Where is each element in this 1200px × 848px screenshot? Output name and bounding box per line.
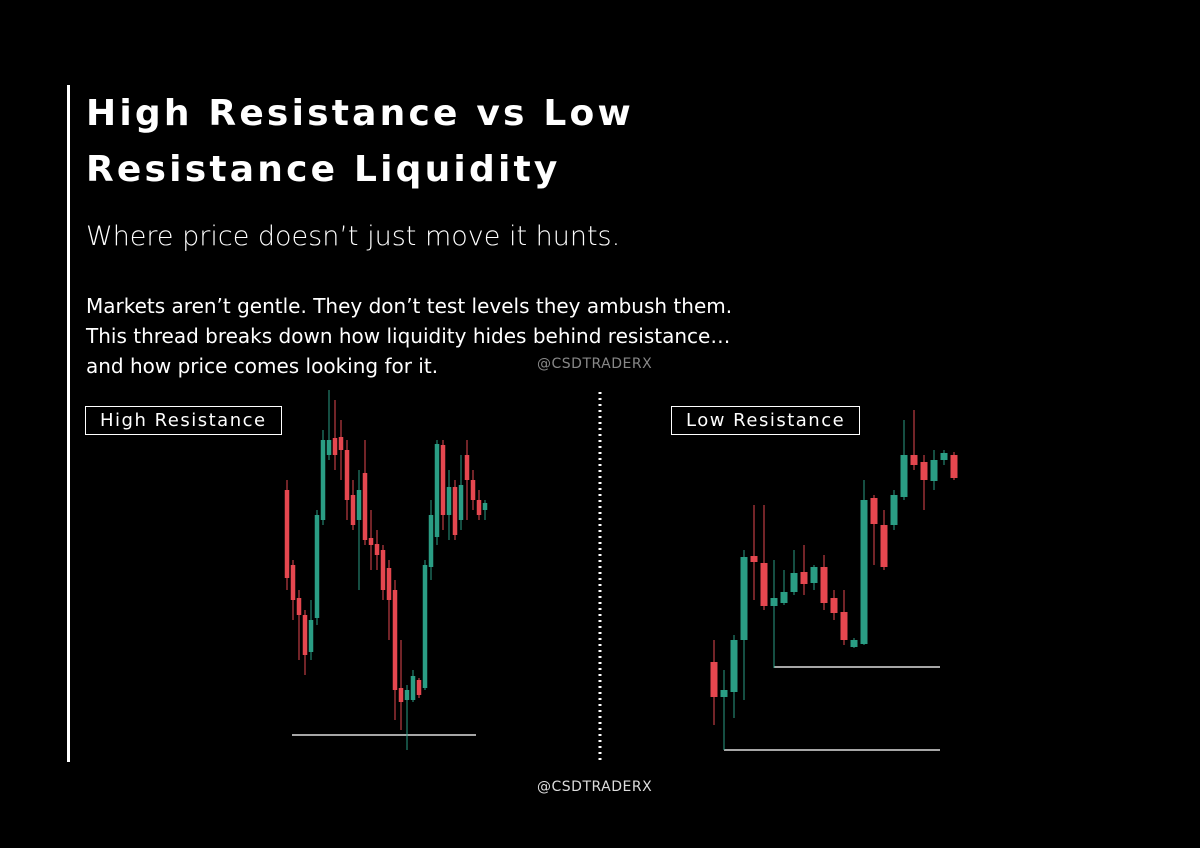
candle-body: [350, 495, 356, 525]
accent-bar: [67, 85, 70, 762]
candle-body: [452, 487, 458, 535]
candle-body: [284, 490, 290, 578]
candle-body: [398, 688, 404, 702]
candle-body: [710, 662, 718, 697]
title-line: High Resistance vs Low: [86, 93, 634, 134]
candle-body: [464, 455, 470, 480]
candle-body: [374, 544, 380, 555]
candle-body: [930, 460, 938, 481]
candle-body: [950, 455, 958, 478]
candle-body: [750, 556, 758, 562]
candle-body: [870, 498, 878, 524]
candle-body: [386, 568, 392, 600]
body-text: Markets aren’t gentle. They don’t test l…: [86, 291, 732, 381]
left-label: High Resistance: [85, 406, 282, 435]
candle-body: [482, 503, 488, 510]
candle-body: [434, 444, 440, 537]
candle-body: [356, 490, 362, 520]
title-line: Resistance Liquidity: [86, 149, 561, 190]
candle-body: [410, 676, 416, 700]
candle-body: [910, 455, 918, 465]
candle-body: [940, 453, 948, 460]
candle-body: [860, 500, 868, 644]
candle-body: [850, 640, 858, 647]
candle-body: [830, 598, 838, 613]
candle-body: [362, 473, 368, 540]
right-label: Low Resistance: [671, 406, 861, 435]
candle-body: [720, 690, 728, 697]
watermark: @CSDTRADERX: [537, 356, 653, 372]
candle-body: [470, 480, 476, 500]
candle-body: [320, 440, 326, 520]
candle-body: [290, 565, 296, 600]
candle-body: [920, 462, 928, 480]
candle-body: [392, 590, 398, 690]
candle-body: [404, 690, 410, 700]
candle-body: [890, 495, 898, 525]
watermark: @CSDTRADERX: [537, 779, 653, 795]
candle-body: [440, 445, 446, 515]
candle-body: [740, 557, 748, 640]
candle-body: [368, 538, 374, 545]
candle-body: [900, 455, 908, 497]
candle-body: [730, 640, 738, 692]
title: High Resistance vs Low Resistance Liquid…: [86, 86, 634, 198]
subtitle: Where price doesn’t just move it hunts.: [86, 221, 621, 252]
candle-body: [338, 437, 344, 450]
candle-body: [770, 598, 778, 606]
candle-body: [344, 450, 350, 500]
candle-body: [446, 487, 452, 515]
candle-body: [840, 612, 848, 640]
candles: [284, 390, 958, 750]
candle-body: [422, 565, 428, 688]
candle-body: [380, 550, 386, 590]
body-line: and how price comes looking for it.: [86, 354, 439, 378]
candle-body: [760, 563, 768, 606]
candle-body: [880, 525, 888, 567]
body-line: This thread breaks down how liquidity hi…: [86, 324, 731, 348]
body-line: Markets aren’t gentle. They don’t test l…: [86, 294, 733, 318]
candle-body: [308, 620, 314, 652]
candle-body: [332, 438, 338, 455]
candle-body: [800, 572, 808, 584]
candle-body: [820, 567, 828, 603]
candle-body: [296, 598, 302, 615]
candle-body: [476, 500, 482, 515]
candle-body: [326, 440, 332, 455]
candle-body: [416, 680, 422, 695]
candle-body: [458, 485, 464, 520]
candle-body: [302, 615, 308, 655]
candle-body: [810, 567, 818, 583]
candle-body: [314, 515, 320, 618]
candle-body: [790, 573, 798, 592]
candle-body: [780, 592, 788, 603]
candle-body: [428, 515, 434, 567]
